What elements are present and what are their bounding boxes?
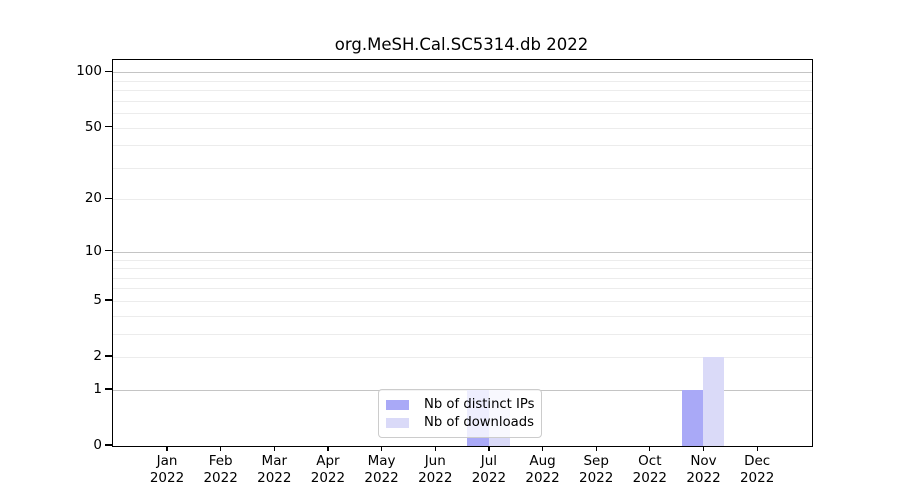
x-tick-label-mar: Mar 2022 <box>242 453 306 487</box>
legend-label-downloads: Nb of downloads <box>424 415 534 430</box>
month-label: Mar <box>261 453 288 469</box>
x-tick-label-nov: Nov 2022 <box>672 453 736 487</box>
month-label: Jul <box>480 453 498 469</box>
y-tick-100 <box>104 70 112 72</box>
x-tick-label-jul: Jul 2022 <box>457 453 521 487</box>
minor-gridline-30 <box>112 167 812 169</box>
distinct-ips-swatch-icon <box>386 399 409 411</box>
minor-gridline-50 <box>112 127 812 129</box>
x-tick-nov <box>702 446 705 452</box>
chart-title: org.MeSH.Cal.SC5314.db 2022 <box>334 35 589 54</box>
x-tick-label-jan: Jan 2022 <box>135 453 199 487</box>
x-tick-label-oct: Oct 2022 <box>618 453 682 487</box>
year-label: 2022 <box>525 470 560 486</box>
month-label: May <box>367 453 396 469</box>
x-tick-may <box>380 446 383 452</box>
year-label: 2022 <box>364 470 399 486</box>
major-gridline-100 <box>112 72 812 74</box>
bar-distinct-ips-nov <box>681 389 704 446</box>
y-tick-label-0: 0 <box>93 437 102 453</box>
y-tick-0 <box>104 444 112 446</box>
x-tick-label-may: May 2022 <box>350 453 414 487</box>
year-label: 2022 <box>310 470 346 486</box>
legend-entry-distinct-ips: Nb of distinct IPs <box>386 396 535 414</box>
minor-gridline-90 <box>112 80 812 82</box>
minor-gridline-3 <box>112 333 812 335</box>
month-label: Oct <box>638 453 662 469</box>
x-tick-oct <box>649 446 651 452</box>
legend-entry-downloads: Nb of downloads <box>386 414 535 432</box>
x-tick-label-sep: Sep 2022 <box>564 453 628 487</box>
minor-gridline-6 <box>112 288 812 290</box>
year-label: 2022 <box>257 470 292 486</box>
y-tick-label-100: 100 <box>76 63 102 80</box>
y-tick-label-10: 10 <box>84 242 102 259</box>
month-label: Dec <box>744 453 771 469</box>
y-tick-10 <box>104 250 112 252</box>
y-tick-label-2: 2 <box>93 348 102 365</box>
minor-gridline-40 <box>112 145 812 147</box>
y-tick-label-20: 20 <box>84 190 102 207</box>
y-tick-50 <box>104 125 112 128</box>
month-label: Jan <box>156 453 178 469</box>
month-label: Apr <box>316 453 340 469</box>
minor-gridline-4 <box>112 315 812 317</box>
y-tick-label-50: 50 <box>84 118 102 135</box>
minor-gridline-20 <box>112 199 812 201</box>
year-label: 2022 <box>739 470 775 486</box>
y-tick-label-1: 1 <box>93 380 102 397</box>
x-tick-sep <box>595 446 597 452</box>
x-tick-label-dec: Dec 2022 <box>725 453 789 487</box>
year-label: 2022 <box>149 470 185 486</box>
minor-gridline-9 <box>112 259 812 261</box>
month-label: Sep <box>583 453 609 469</box>
x-tick-mar <box>273 446 275 452</box>
minor-gridline-5 <box>112 300 812 302</box>
x-tick-label-feb: Feb 2022 <box>189 453 253 487</box>
minor-gridline-70 <box>112 100 812 102</box>
month-label: Jun <box>424 453 446 469</box>
minor-gridline-2 <box>112 357 812 359</box>
x-tick-jul <box>488 446 490 452</box>
y-tick-2 <box>104 355 112 357</box>
minor-gridline-7 <box>112 277 812 279</box>
year-label: 2022 <box>579 470 614 486</box>
y-tick-20 <box>104 197 112 200</box>
bar-downloads-nov <box>703 357 725 446</box>
x-tick-dec <box>756 446 758 452</box>
plot-area <box>111 59 813 447</box>
month-label: Nov <box>690 453 717 469</box>
month-label: Feb <box>208 453 233 469</box>
x-tick-jan <box>166 446 168 452</box>
x-tick-feb <box>220 446 222 452</box>
minor-gridline-80 <box>112 90 812 92</box>
downloads-swatch-icon <box>386 417 409 429</box>
x-tick-label-jun: Jun 2022 <box>403 453 467 487</box>
y-tick-label-5: 5 <box>93 291 102 308</box>
month-label: Aug <box>529 453 556 469</box>
minor-gridline-8 <box>112 268 812 270</box>
year-label: 2022 <box>471 470 507 486</box>
x-tick-aug <box>541 446 544 452</box>
x-tick-label-apr: Apr 2022 <box>296 453 360 487</box>
legend-label-distinct-ips: Nb of distinct IPs <box>424 397 535 412</box>
major-gridline-10 <box>112 251 812 253</box>
year-label: 2022 <box>203 470 238 486</box>
x-tick-apr <box>327 446 329 452</box>
year-label: 2022 <box>632 470 668 486</box>
year-label: 2022 <box>686 470 721 486</box>
x-tick-jun <box>434 446 436 452</box>
y-tick-1 <box>104 388 112 390</box>
legend: Nb of distinct IPs Nb of downloads <box>378 389 542 438</box>
minor-gridline-60 <box>112 113 812 115</box>
x-tick-label-aug: Aug 2022 <box>511 453 575 487</box>
y-tick-5 <box>104 299 112 301</box>
year-label: 2022 <box>418 470 453 486</box>
